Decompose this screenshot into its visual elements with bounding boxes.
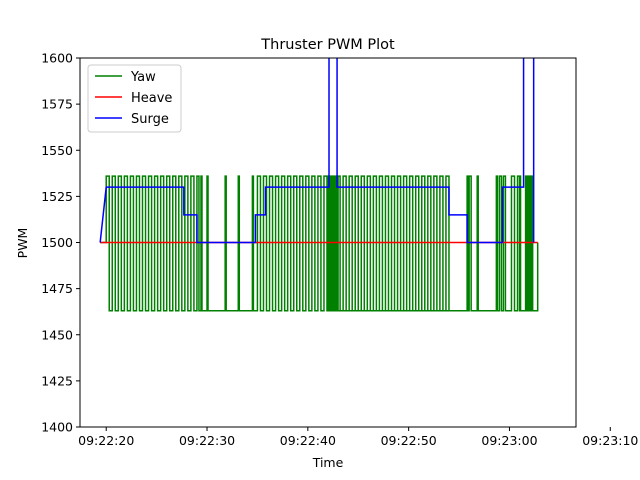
y-tick-label: 1450 xyxy=(41,327,73,342)
legend-yaw-label: Yaw xyxy=(130,70,156,85)
series-line-yaw xyxy=(100,175,539,312)
y-tick-label: 1525 xyxy=(41,189,73,204)
legend: Yaw Heave Surge xyxy=(87,64,182,133)
legend-surge-label: Surge xyxy=(131,112,169,127)
chart-title: Thruster PWM Plot xyxy=(260,37,395,53)
series-layer xyxy=(99,58,539,312)
x-tick-label: 09:23:00 xyxy=(481,433,537,448)
x-tick-label: 09:22:40 xyxy=(280,433,336,448)
y-tick-label: 1550 xyxy=(41,143,73,158)
y-axis: 1400 1425 1450 1475 1500 1525 1550 1575 1600 xyxy=(41,51,80,435)
x-tick-label: 09:23:10 xyxy=(582,433,638,448)
y-axis-label: PWM xyxy=(15,228,30,259)
y-tick-label: 1500 xyxy=(41,235,73,250)
x-tick-label: 09:22:20 xyxy=(78,433,134,448)
x-tick-label: 09:22:50 xyxy=(381,433,437,448)
y-tick-label: 1575 xyxy=(41,97,73,112)
legend-heave-label: Heave xyxy=(131,91,172,106)
y-tick-label: 1600 xyxy=(41,51,73,66)
y-tick-label: 1475 xyxy=(41,281,73,296)
y-tick-label: 1425 xyxy=(41,373,73,388)
series-line-surge xyxy=(99,58,535,244)
y-tick-label: 1400 xyxy=(41,420,73,435)
x-axis: 09:22:20 09:22:30 09:22:40 09:22:50 09:23:00… xyxy=(78,427,638,448)
x-tick-label: 09:22:30 xyxy=(179,433,235,448)
x-axis-label: Time xyxy=(312,455,344,470)
legend-box xyxy=(87,64,182,133)
